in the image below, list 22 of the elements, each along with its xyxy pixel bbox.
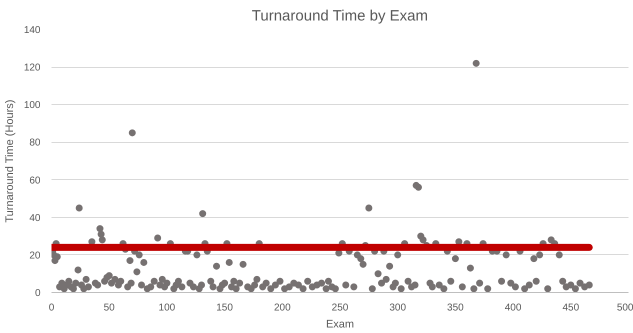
x-tick-label: 350 (447, 302, 464, 314)
x-tick-label: 100 (158, 302, 176, 314)
y-tick-label: 120 (24, 62, 41, 74)
y-tick-label: 60 (29, 175, 41, 186)
y-tick-label: 100 (24, 100, 41, 112)
y-tick-label: 20 (29, 250, 41, 262)
x-tick-label: 200 (274, 302, 292, 314)
x-tick-label: 0 (48, 302, 55, 314)
x-tick-label: 500 (616, 302, 633, 314)
x-tick-label: 300 (389, 302, 406, 314)
x-tick-label: 400 (504, 302, 522, 314)
y-tick-label: 0 (34, 288, 41, 299)
x-axis-title: Exam (326, 318, 354, 330)
x-tick-label: 450 (562, 302, 580, 314)
x-tick-label: 150 (216, 302, 234, 314)
y-tick-label: 80 (29, 138, 41, 149)
y-tick-label: 140 (24, 25, 41, 36)
x-tick-label: 250 (332, 302, 349, 314)
y-tick-label: 40 (29, 212, 41, 224)
chart-title: Turnaround Time by Exam (252, 8, 428, 24)
y-axis-title: Turnaround Time (Hours) (4, 100, 16, 223)
x-tick-label: 50 (104, 302, 116, 314)
